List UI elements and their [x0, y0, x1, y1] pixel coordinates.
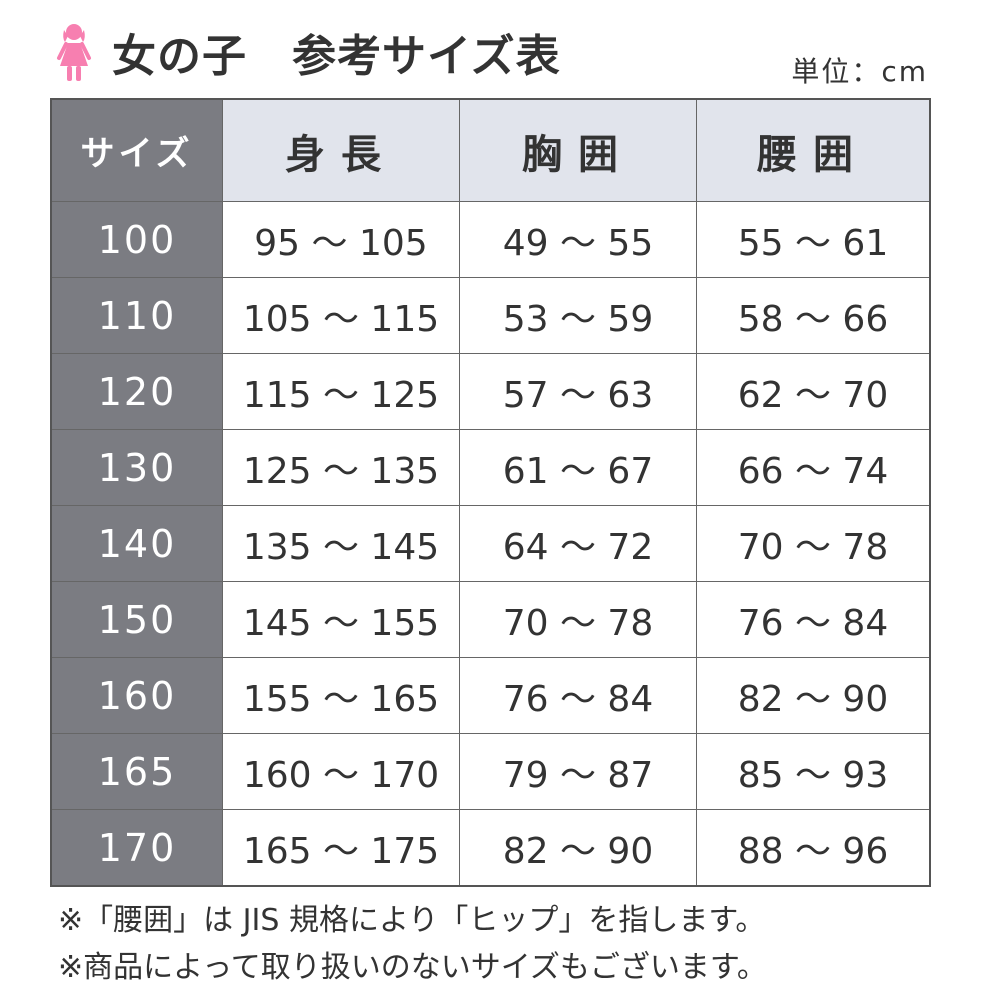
table-row: 130 125 〜 135 61 〜 67 66 〜 74	[50, 429, 931, 506]
height-cell: 115 〜 125	[222, 353, 460, 430]
header-chest: 胸囲	[459, 98, 697, 202]
hip-cell: 76 〜 84	[696, 581, 931, 658]
chest-cell: 57 〜 63	[459, 353, 697, 430]
hip-cell: 70 〜 78	[696, 505, 931, 582]
page-title: 女の子 参考サイズ表	[112, 31, 561, 82]
size-table: サイズ 身長 胸囲 腰囲 100 95 〜 105 49 〜 55 55 〜 61 11…	[50, 98, 931, 887]
hip-cell: 58 〜 66	[696, 277, 931, 354]
chest-cell: 76 〜 84	[459, 657, 697, 734]
unit-label: 単位：cm	[791, 55, 928, 88]
table-row: 160 155 〜 165 76 〜 84 82 〜 90	[50, 657, 931, 734]
chest-cell: 70 〜 78	[459, 581, 697, 658]
chest-cell: 53 〜 59	[459, 277, 697, 354]
hip-cell: 66 〜 74	[696, 429, 931, 506]
size-cell: 150	[50, 581, 223, 658]
chest-cell: 49 〜 55	[459, 201, 697, 278]
size-cell: 120	[50, 353, 223, 430]
header-hip: 腰囲	[696, 98, 931, 202]
size-cell: 170	[50, 809, 223, 887]
height-cell: 105 〜 115	[222, 277, 460, 354]
size-cell: 100	[50, 201, 223, 278]
header-height: 身長	[222, 98, 460, 202]
note-availability: ※商品によって取り扱いのないサイズもございます。	[58, 950, 767, 985]
chest-cell: 79 〜 87	[459, 733, 697, 810]
chest-cell: 61 〜 67	[459, 429, 697, 506]
height-cell: 135 〜 145	[222, 505, 460, 582]
height-cell: 165 〜 175	[222, 809, 460, 887]
size-cell: 165	[50, 733, 223, 810]
hip-cell: 88 〜 96	[696, 809, 931, 887]
chest-cell: 64 〜 72	[459, 505, 697, 582]
height-cell: 160 〜 170	[222, 733, 460, 810]
size-cell: 160	[50, 657, 223, 734]
size-cell: 110	[50, 277, 223, 354]
note-hip: ※「腰囲」は JIS 規格により「ヒップ」を指します。	[58, 903, 766, 938]
table-row: 120 115 〜 125 57 〜 63 62 〜 70	[50, 353, 931, 430]
chest-cell: 82 〜 90	[459, 809, 697, 887]
height-cell: 125 〜 135	[222, 429, 460, 506]
header-row: サイズ 身長 胸囲 腰囲	[50, 98, 931, 202]
size-cell: 140	[50, 505, 223, 582]
girl-icon	[57, 24, 91, 81]
height-cell: 95 〜 105	[222, 201, 460, 278]
hip-cell: 62 〜 70	[696, 353, 931, 430]
hip-cell: 85 〜 93	[696, 733, 931, 810]
height-cell: 145 〜 155	[222, 581, 460, 658]
hip-cell: 55 〜 61	[696, 201, 931, 278]
size-cell: 130	[50, 429, 223, 506]
header-size: サイズ	[50, 98, 223, 202]
table-row: 140 135 〜 145 64 〜 72 70 〜 78	[50, 505, 931, 582]
hip-cell: 82 〜 90	[696, 657, 931, 734]
table-row: 170 165 〜 175 82 〜 90 88 〜 96	[50, 809, 931, 887]
table-row: 165 160 〜 170 79 〜 87 85 〜 93	[50, 733, 931, 810]
table-row: 150 145 〜 155 70 〜 78 76 〜 84	[50, 581, 931, 658]
table-row: 100 95 〜 105 49 〜 55 55 〜 61	[50, 201, 931, 278]
height-cell: 155 〜 165	[222, 657, 460, 734]
table-row: 110 105 〜 115 53 〜 59 58 〜 66	[50, 277, 931, 354]
